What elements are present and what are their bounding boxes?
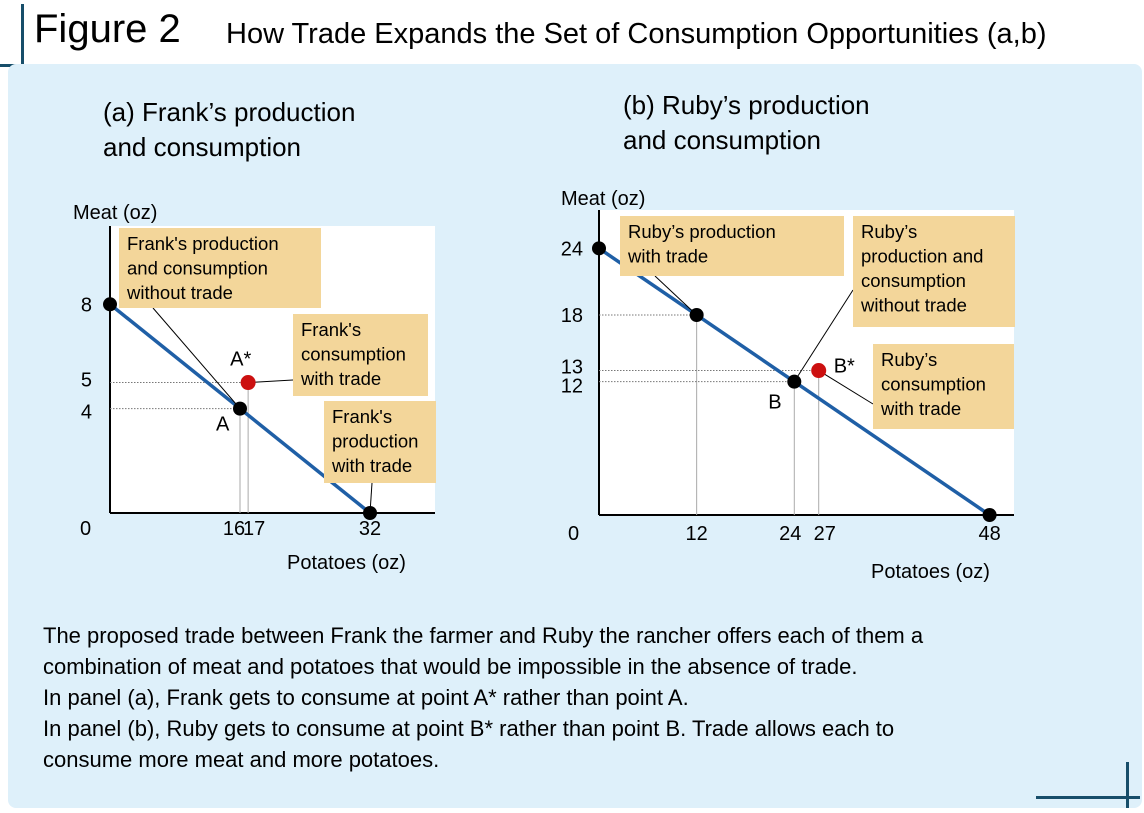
- panel-b-callout-box-1: [620, 216, 844, 276]
- panel-b-x-tick-27: 27: [814, 523, 836, 545]
- panel-a-y-tick-5: 5: [81, 370, 92, 392]
- panel-b-y-tick-13: 13: [561, 357, 583, 379]
- panel-a-y-tick-8: 8: [81, 294, 92, 316]
- corner-mark-horizontal: [1036, 796, 1140, 799]
- panel-b-point-B: [787, 374, 802, 389]
- panel-b-callout-leader-1: [654, 275, 697, 316]
- panel-a-point-end-1: [363, 506, 377, 520]
- panel-b-callout-box-2: [853, 216, 1015, 327]
- panel-a-y-axis-label: Meat (oz): [73, 202, 157, 224]
- panel-a-callout-3-line-2: production: [332, 431, 418, 452]
- panel-b-point-label-B-star: B*: [834, 356, 855, 378]
- panel-b-y-tick-12: 12: [561, 376, 583, 398]
- panel-a-origin-label: 0: [80, 518, 91, 540]
- panel-b-y-axis-label: Meat (oz): [561, 188, 645, 210]
- panel-b-x-axis-label: Potatoes (oz): [871, 561, 990, 583]
- figure-header: Figure 2 How Trade Expands the Set of Co…: [0, 0, 1144, 76]
- panel-a-point-end-0: [103, 297, 117, 312]
- figure-caption: The proposed trade between Frank the far…: [43, 620, 1103, 775]
- panel-a-callout-1-line-3: without trade: [126, 282, 233, 303]
- panel-a-callout-2-line-3: with trade: [300, 368, 381, 389]
- caption-line-5: consume more meat and more potatoes.: [43, 747, 440, 772]
- panel-a-title-line-1: (a) Frank’s production: [103, 97, 355, 127]
- panel-a-callout-leader-1: [152, 307, 241, 409]
- panel-a-point-A-star: [240, 375, 256, 391]
- panel-b-title-line-1: (b) Ruby’s production: [623, 90, 870, 120]
- corner-mark-vertical: [1126, 762, 1129, 808]
- panel-a-x-tick-32: 32: [359, 518, 381, 540]
- panel-a-y-tick-4: 4: [81, 402, 92, 424]
- panel-b-point-label-B: B: [768, 392, 781, 414]
- panel-a-callout-2-line-2: consumption: [301, 344, 406, 365]
- panel-b-callout-3-line-1: Ruby’s: [881, 349, 937, 370]
- panel-b-callout-1-line-1: Ruby’s production: [628, 221, 776, 242]
- panel-b-y-tick-18: 18: [561, 305, 583, 327]
- panel-a-title-line-2: and consumption: [103, 132, 301, 162]
- panel-b-point-B-star: [811, 363, 827, 379]
- panel-b-callout-2-line-1: Ruby’s: [861, 221, 917, 242]
- caption-line-2: combination of meat and potatoes that wo…: [43, 654, 858, 679]
- panel-a-callout-2-line-1: Frank's: [301, 319, 361, 340]
- panel-b-callout-2-line-3: consumption: [861, 270, 966, 291]
- panel-b-callout-1-line-2: with trade: [627, 246, 708, 267]
- figure-title: How Trade Expands the Set of Consumption…: [226, 18, 1047, 50]
- panel-b-x-tick-24: 24: [779, 523, 801, 545]
- panel-b-origin-label: 0: [568, 523, 579, 545]
- panel-a-callout-box-3: [324, 401, 436, 483]
- panel-a-x-tick-17: 17: [243, 518, 265, 540]
- title-left-rule: [21, 4, 24, 76]
- panel-b-callout-leader-2: [793, 289, 854, 382]
- panel-a-point-label-A: A: [216, 414, 230, 436]
- panel-b-callout-3-line-3: with trade: [880, 398, 961, 419]
- panel-a-callout-3-line-3: with trade: [331, 455, 412, 476]
- panel-b-x-tick-48: 48: [978, 523, 1000, 545]
- panel-b-callout-2-line-4: without trade: [860, 295, 967, 316]
- panel-b-callout-2-line-2: production and: [861, 246, 983, 267]
- caption-line-3: In panel (a), Frank gets to consume at p…: [43, 685, 689, 710]
- panel-b-callout-leader-3: [818, 370, 874, 405]
- caption-line-4: In panel (b), Ruby gets to consume at po…: [43, 716, 895, 741]
- caption-line-1: The proposed trade between Frank the far…: [43, 623, 924, 648]
- panel-b-callout-box-3: [873, 344, 1014, 429]
- panel-a-point-label-A-star: A*: [230, 349, 251, 371]
- panel-a-callout-3-line-1: Frank's: [332, 406, 392, 427]
- panel-b-point-end-2: [982, 508, 997, 522]
- panel-a-callout-box-1: [119, 228, 321, 308]
- panel-b-title-line-2: and consumption: [623, 125, 821, 155]
- panel-b-x-tick-12: 12: [686, 523, 708, 545]
- panel-a-callout-box-2: [293, 314, 428, 396]
- panel-b-point-end-1: [689, 308, 704, 322]
- panel-b-point-end-0: [592, 241, 606, 256]
- panel-a-point-A: [233, 401, 247, 416]
- figure-number: Figure 2: [34, 7, 181, 51]
- panel-a-x-tick-16: 16: [223, 518, 245, 540]
- panel-a-callout-1-line-2: and consumption: [127, 258, 268, 279]
- panel-b-callout-3-line-2: consumption: [881, 374, 986, 395]
- panel-b-y-tick-24: 24: [561, 238, 583, 260]
- panel-a-x-axis-label: Potatoes (oz): [287, 552, 406, 574]
- panel-a-callout-1-line-1: Frank's production: [127, 233, 279, 254]
